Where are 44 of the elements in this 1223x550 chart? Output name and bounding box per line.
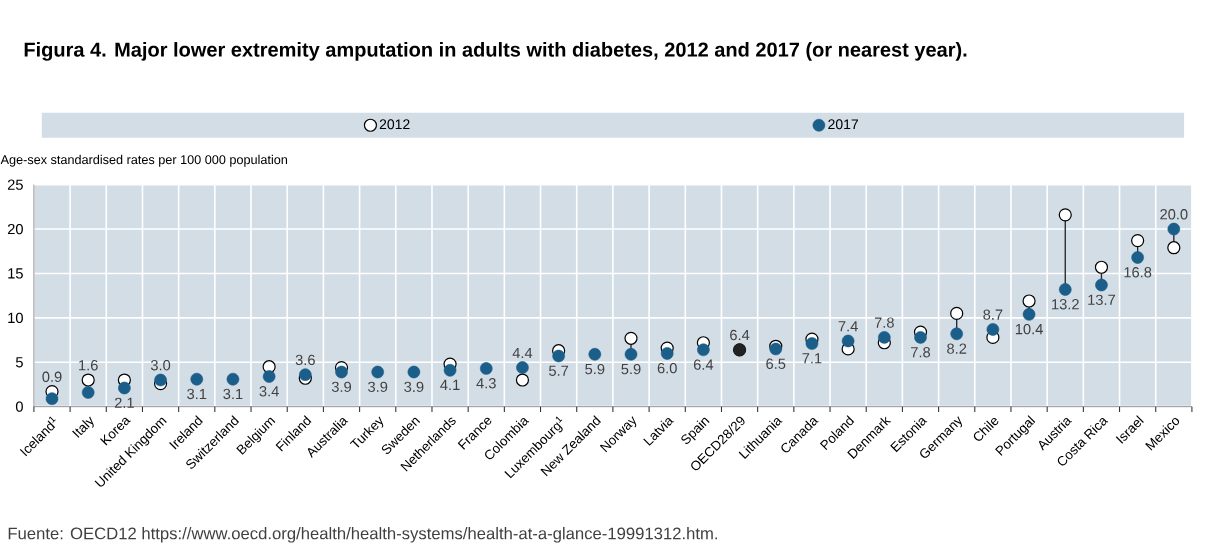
data-label: 6.5 — [766, 358, 786, 369]
data-label: 13.7 — [1088, 294, 1115, 305]
y-tick-label: 20 — [7, 223, 23, 235]
data-label: 2.1 — [114, 397, 134, 408]
data-label: 8.7 — [983, 309, 1003, 320]
data-label: 10.4 — [1015, 323, 1043, 335]
data-label: 5.7 — [549, 365, 569, 376]
y-axis-title: Age-sex standardised rates per 100 000 population — [0, 154, 288, 167]
data-label: 3.1 — [187, 388, 207, 400]
y-tick-label: 5 — [15, 357, 23, 368]
data-label: 3.9 — [368, 381, 388, 393]
x-tick-label: Italy — [72, 416, 94, 438]
data-label: 7.1 — [802, 353, 822, 364]
data-label: 13.2 — [1052, 299, 1079, 310]
data-label: 6.4 — [693, 359, 714, 370]
data-label: 5.9 — [621, 363, 641, 375]
y-tick-label: 15 — [8, 268, 23, 279]
legend-label: 2017 — [828, 119, 858, 130]
data-label: 7.8 — [911, 347, 931, 358]
source-note: Fuente: OECD12 https://www.oecd.org/health/health-systems/health-at-a-glance-19991312.htm. — [8, 527, 717, 543]
y-tick-label: 10 — [8, 312, 23, 324]
data-label: 3.9 — [331, 381, 352, 393]
data-label: 20.0 — [1160, 209, 1188, 220]
data-label: 4.1 — [440, 379, 460, 390]
chart-title: Figura 4. Major lower extremity amputation in adults with diabetes, 2012 and 2017 (or nearest year). — [24, 42, 967, 61]
data-label: 3.9 — [404, 381, 424, 393]
legend-label: 2012 — [379, 119, 410, 130]
data-label: 3.0 — [150, 360, 171, 371]
data-label: 7.8 — [874, 317, 894, 328]
data-label: 6.4 — [730, 329, 750, 341]
data-label: 8.2 — [947, 343, 967, 354]
data-label: 0.9 — [42, 371, 62, 382]
data-label: 16.8 — [1124, 267, 1152, 278]
data-label: 4.4 — [512, 347, 533, 358]
data-label: 3.6 — [295, 354, 315, 366]
data-label: 6.0 — [657, 363, 677, 374]
data-label: 7.4 — [838, 321, 858, 332]
data-label: 3.1 — [223, 388, 243, 400]
y-tick-label: 25 — [7, 179, 23, 190]
data-label: 5.9 — [585, 363, 605, 375]
data-label: 3.4 — [259, 386, 279, 397]
data-label: 4.3 — [476, 378, 496, 389]
y-tick-label: 0 — [15, 401, 23, 412]
data-label: 1.6 — [79, 360, 98, 371]
